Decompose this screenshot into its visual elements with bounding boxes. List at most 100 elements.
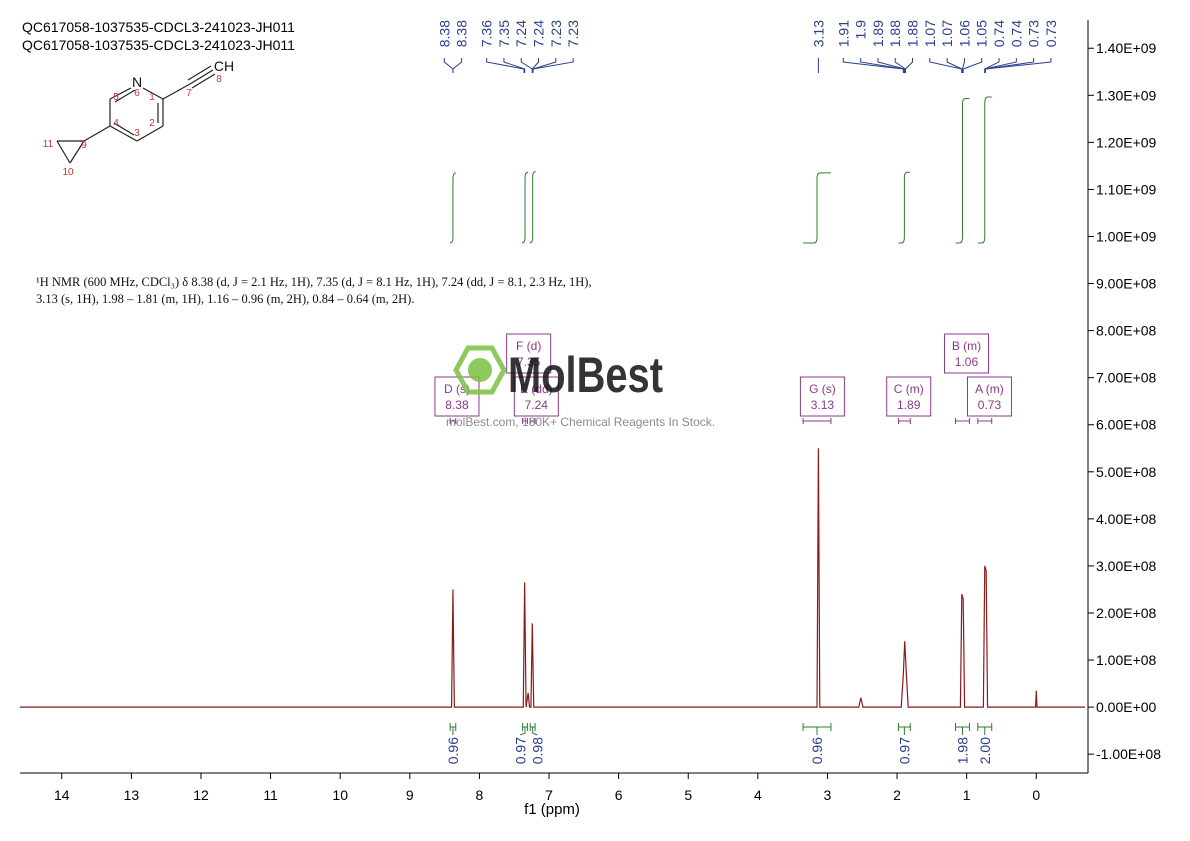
y-tick-label: 4.00E+08 — [1096, 511, 1157, 527]
watermark: MolBest molBest.com, 180K+ Chemical Reage… — [446, 345, 715, 429]
atom-number: 10 — [62, 167, 74, 178]
multiplet-range — [449, 418, 457, 424]
multiplet-name: G (s) — [809, 382, 836, 396]
peak-label: 7.23 — [548, 20, 564, 47]
integral-label: 2.00 — [977, 737, 993, 764]
peak-label: 7.36 — [479, 20, 495, 47]
integral-curve — [529, 170, 536, 244]
integral-curve — [449, 172, 457, 244]
y-tick-label: 3.00E+08 — [1096, 558, 1157, 574]
peak-connector — [962, 58, 983, 73]
x-axis-label: f1 (ppm) — [524, 801, 580, 818]
x-tick-label: 8 — [476, 787, 484, 803]
y-tick-label: 8.00E+08 — [1096, 323, 1157, 339]
x-tick-label: 7 — [545, 787, 553, 803]
logo-hexagon — [453, 345, 507, 395]
atom-number: 9 — [81, 140, 87, 151]
y-tick-label: 1.00E+08 — [1096, 652, 1157, 668]
integral-curve — [898, 171, 911, 244]
integral-curve — [521, 171, 529, 244]
peak-connector — [860, 58, 905, 73]
multiplet-box — [434, 376, 480, 417]
peak-connector — [503, 58, 526, 73]
peak-connector — [443, 58, 454, 73]
multiplet-name: C (m) — [894, 382, 924, 396]
peak-connector — [929, 58, 963, 73]
multiplet-name: E (dd) — [520, 382, 553, 396]
x-tick-label: 2 — [893, 787, 901, 803]
multiplet-box — [966, 376, 1012, 417]
multiplet-box — [506, 333, 552, 374]
peak-label: 1.06 — [956, 20, 972, 47]
peak-connector — [842, 58, 904, 73]
multiplet-range — [802, 418, 832, 424]
peak-label: 8.38 — [454, 20, 470, 47]
x-tick-label: 0 — [1032, 787, 1040, 803]
peak-connector — [452, 58, 463, 73]
structure — [56, 65, 216, 164]
peak-connector — [984, 58, 1000, 73]
peak-label: 1.88 — [905, 20, 921, 47]
chart-title: QC617058-1037535-CDCL3-241023-JH011 — [22, 19, 295, 35]
spectrum-line — [20, 448, 1085, 708]
peak-connector — [946, 58, 963, 73]
nmr-description: ¹H NMR (600 MHz, CDCl₃) δ 8.38 (d, J = 2… — [36, 275, 592, 306]
peak-connector — [532, 58, 574, 73]
multiplet-range — [977, 418, 993, 424]
multiplet-name: A (m) — [975, 382, 1004, 396]
multiplet-name: F (d) — [516, 339, 541, 353]
integral-label: 0.96 — [809, 737, 825, 764]
integral-curve — [955, 97, 970, 244]
integral-range — [977, 723, 993, 735]
atom-label: CH — [214, 58, 234, 74]
y-tick-label: 1.30E+09 — [1096, 87, 1157, 103]
y-tick-label: 2.00E+08 — [1096, 605, 1157, 621]
peak-label: 1.07 — [922, 20, 938, 47]
brand: MolBest — [508, 347, 663, 403]
multiplet-shift: 7.35 — [517, 355, 541, 369]
atom-number: 8 — [216, 74, 222, 85]
peak-label: 1.89 — [870, 20, 886, 47]
integral-range — [802, 723, 832, 735]
x-tick-label: 1 — [963, 787, 971, 803]
x-tick-label: 3 — [824, 787, 832, 803]
y-tick-label: 1.10E+09 — [1096, 181, 1157, 197]
peak-label: 3.13 — [810, 20, 826, 47]
multiplet-shift: 8.38 — [445, 398, 469, 412]
peak-connector — [531, 58, 540, 73]
x-tick-label: 14 — [54, 787, 70, 803]
multiplet-range — [529, 418, 536, 424]
logo-circle — [468, 358, 492, 382]
integral-range — [529, 723, 538, 736]
peak-label: 7.24 — [531, 20, 547, 47]
x-tick-label: 12 — [193, 787, 209, 803]
peak-label: 1.07 — [939, 20, 955, 47]
peak-label: 0.74 — [1008, 20, 1024, 47]
atom-number: 2 — [149, 118, 155, 129]
peak-connector — [961, 58, 965, 73]
y-tick-label: -1.00E+08 — [1096, 746, 1161, 762]
integral-label: 0.97 — [512, 737, 528, 764]
multiplet-shift: 1.06 — [955, 355, 979, 369]
integral-curve — [803, 172, 831, 244]
y-tick-label: 1.00E+09 — [1096, 228, 1157, 244]
peak-connector — [520, 58, 533, 73]
multiplet-shift: 7.24 — [525, 398, 549, 412]
multiplet-box — [513, 376, 559, 417]
integral-label: 1.98 — [954, 737, 970, 764]
atom-number: 5 — [113, 92, 119, 103]
peak-connector — [486, 58, 525, 73]
peak-label: 0.73 — [1026, 20, 1042, 47]
atom-number: 6 — [134, 88, 140, 99]
multiplet-box — [886, 376, 932, 417]
peak-label: 1.9 — [853, 20, 869, 40]
peak-connector — [904, 58, 914, 73]
multiplet-shift: 3.13 — [811, 398, 835, 412]
integral-range — [520, 723, 528, 736]
peak-label: 1.05 — [974, 20, 990, 47]
multiplet-name: B (m) — [952, 339, 981, 353]
peak-label: 7.35 — [496, 20, 512, 47]
peak-label: 7.24 — [513, 20, 529, 47]
peak-connector — [984, 58, 1017, 73]
